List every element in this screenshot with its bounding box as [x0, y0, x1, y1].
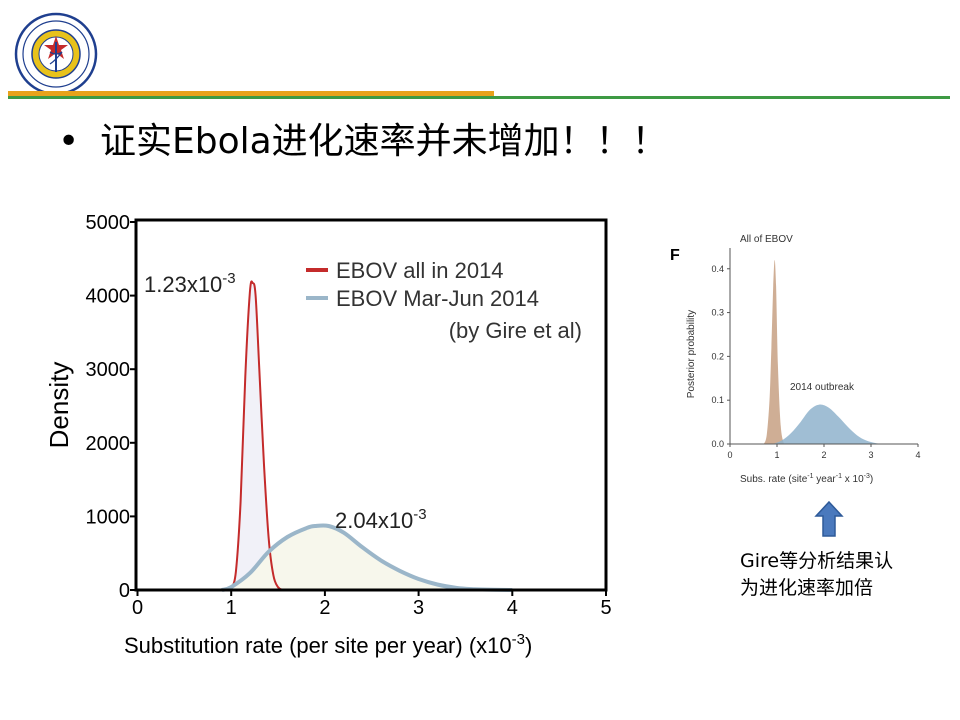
main-series-area-0 [226, 281, 283, 590]
side-x-tick-label: 3 [868, 450, 873, 460]
gire-panel-f-chart: F 0.0 0.1 0.2 0.3 0.4 0 1 2 3 4 Posterior probab… [670, 234, 921, 485]
side-x-axis-label: Subs. rate (site-1 year-1 x 10-3) [740, 473, 873, 485]
main-x-axis-label: Substitution rate (per site per year) (x… [124, 631, 532, 658]
main-y-axis-label: Density [44, 362, 74, 449]
side-series-area-1 [772, 404, 886, 444]
up-arrow-icon [814, 500, 844, 537]
main-x-tick-label: 0 [132, 597, 143, 619]
institution-logo [14, 12, 98, 96]
main-y-tick-label: 4000 [86, 286, 131, 308]
side-y-tick-label: 0.1 [711, 395, 724, 405]
main-x-tick-label: 2 [319, 597, 330, 619]
peak-annotation-2: 2.04x10-3 [335, 506, 427, 533]
legend-label-ebov-2014: EBOV all in 2014 [336, 258, 504, 283]
main-y-tick-label: 0 [119, 580, 130, 602]
main-y-tick-label: 1000 [86, 506, 131, 528]
main-x-tick-label: 5 [600, 597, 611, 619]
side-y-tick-label: 0.4 [711, 264, 724, 274]
legend-note-gire: (by Gire et al) [449, 318, 582, 343]
side-series-label-2014-outbreak: 2014 outbreak [790, 382, 855, 393]
side-y-tick-label: 0.2 [711, 351, 724, 361]
main-density-chart: 0 1000 2000 3000 4000 5000 0 1 2 3 4 5 Density Sub… [44, 212, 612, 658]
annotation-note: Gire等分析结果认 为进化速率加倍 [740, 548, 893, 602]
note-line-1: Gire等分析结果认 [740, 550, 894, 572]
main-plot-frame [134, 218, 608, 592]
main-series-line-1 [221, 523, 513, 592]
note-line-2: 为进化速率加倍 [740, 577, 874, 599]
main-x-tick-label: 1 [226, 597, 237, 619]
side-series-label-all-ebov: All of EBOV [740, 234, 793, 245]
main-y-tick-label: 3000 [86, 359, 131, 381]
legend-label-ebov-mar-jun: EBOV Mar-Jun 2014 [336, 286, 539, 311]
bullet-marker: • [58, 121, 80, 162]
panel-label-f: F [670, 247, 680, 264]
side-y-axis-label: Posterior probability [686, 310, 697, 398]
main-y-tick-label: 5000 [86, 212, 131, 234]
side-series-area-0 [763, 260, 784, 444]
main-y-tick-label: 2000 [86, 433, 131, 455]
side-x-tick-label: 1 [774, 450, 779, 460]
side-y-tick-label: 0.3 [711, 308, 724, 318]
side-x-tick-label: 2 [821, 450, 826, 460]
main-x-tick-label: 4 [507, 597, 518, 619]
main-x-tick-label: 3 [413, 597, 424, 619]
slide-headline: 证实Ebola进化速率并未增加！！！ [100, 121, 668, 162]
side-x-tick-label: 4 [915, 450, 920, 460]
main-series-line-0 [226, 280, 284, 591]
main-series-area-1 [221, 525, 513, 590]
header-rule-green [8, 96, 950, 99]
header-rule-orange [8, 91, 494, 96]
side-y-tick-label: 0.0 [711, 439, 724, 449]
side-x-tick-label: 0 [727, 450, 732, 460]
peak-annotation-1: 1.23x10-3 [144, 270, 236, 297]
